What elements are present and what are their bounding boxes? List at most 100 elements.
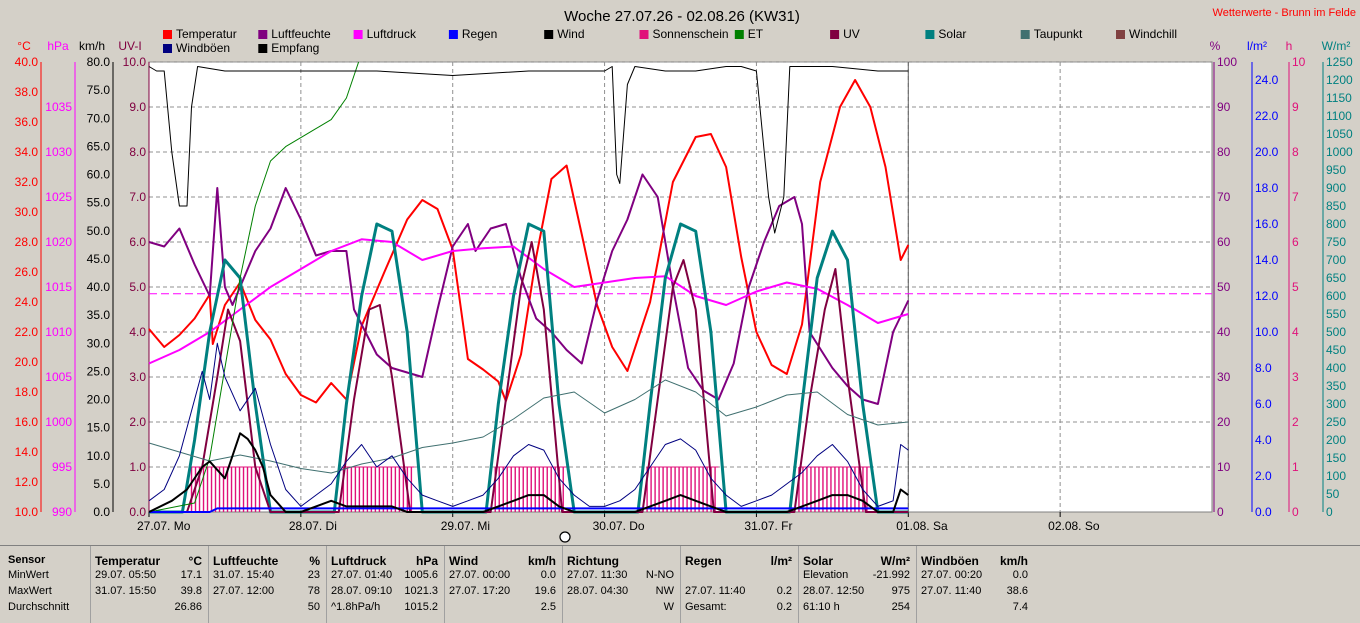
tick-temp-13: 14.0: [15, 445, 39, 459]
tick-rain-3: 18.0: [1255, 181, 1279, 195]
tick-wind-13: 15.0: [87, 421, 111, 435]
axis-label-hours: h: [1286, 39, 1293, 53]
tick-uv-7: 3.0: [129, 370, 146, 384]
legend-swatch-2: [353, 30, 363, 39]
cell-time: 31.07. 15:50: [95, 585, 157, 597]
legend-label-1: Luftfeuchte: [271, 27, 331, 41]
tick-pct-8: 20: [1217, 415, 1231, 429]
tick-solar-7: 900: [1326, 181, 1346, 195]
axis-label-temp: °C: [17, 39, 31, 53]
tick-wind-15: 5.0: [93, 477, 110, 491]
tick-hours-9: 1: [1292, 460, 1299, 474]
legend-swatch-6: [734, 30, 744, 39]
tick-temp-11: 18.0: [15, 385, 39, 399]
tick-rain-10: 4.0: [1255, 433, 1272, 447]
tick-solar-14: 550: [1326, 307, 1346, 321]
tick-wind-9: 35.0: [87, 308, 111, 322]
tick-wind-5: 55.0: [87, 196, 111, 210]
tick-hpa-5: 1010: [45, 325, 72, 339]
x-tick-label-2: 29.07. Mi: [441, 519, 490, 533]
legend-swatch-5: [639, 30, 649, 39]
series-taupunkt: [148, 379, 909, 474]
tick-rain-9: 6.0: [1255, 397, 1272, 411]
tick-temp-7: 26.0: [15, 265, 39, 279]
tick-rain-12: 0.0: [1255, 505, 1272, 519]
cell-time: ^1.8hPa/h: [331, 601, 381, 613]
tick-solar-9: 800: [1326, 217, 1346, 231]
row-label-1: MinWert: [8, 569, 49, 581]
cell-value: 1015.2: [404, 601, 438, 613]
tick-rain-7: 10.0: [1255, 325, 1279, 339]
legend-swatch-7: [830, 30, 840, 39]
tick-temp-12: 16.0: [15, 415, 39, 429]
x-tick-label-1: 28.07. Di: [289, 519, 337, 533]
tick-solar-17: 400: [1326, 361, 1346, 375]
tick-uv-1: 9.0: [129, 100, 146, 114]
cell-time: 27.07. 17:20: [449, 585, 511, 597]
series-windb-en: [148, 342, 909, 507]
tick-solar-5: 1000: [1326, 145, 1353, 159]
tick-solar-15: 500: [1326, 325, 1346, 339]
axis-label-wind: km/h: [79, 39, 105, 53]
series-luftfeuchte: [148, 173, 910, 405]
axis-label-hpa: hPa: [47, 39, 69, 53]
legend-swatch-9: [1020, 30, 1030, 39]
tick-hpa-7: 1000: [45, 415, 72, 429]
table-column-5: Regen l/m² 27.07. 11:40 0.2 Gesamt: 0.2: [680, 546, 798, 623]
chart-title: Woche 27.07.26 - 02.08.26 (KW31): [564, 8, 800, 25]
column-unit: W/m²: [880, 554, 910, 568]
tick-temp-2: 36.0: [15, 115, 39, 129]
cell-time: 27.07. 12:00: [213, 585, 275, 597]
tick-solar-21: 200: [1326, 433, 1346, 447]
cell-value: 39.8: [180, 585, 202, 597]
stats-table: Sensor MinWert MaxWert Durchschnitt Temperat…: [0, 545, 1360, 623]
cell-value: 78: [307, 585, 320, 597]
tick-solar-10: 750: [1326, 235, 1346, 249]
tick-temp-8: 24.0: [15, 295, 39, 309]
column-header: Wind: [449, 554, 479, 568]
cell-time: 28.07. 12:50: [803, 585, 865, 597]
legend-swatch-12: [258, 44, 268, 53]
legend-label-11: Windböen: [176, 41, 230, 55]
legend-swatch-8: [925, 30, 935, 39]
tick-wind-7: 45.0: [87, 252, 111, 266]
tick-uv-8: 2.0: [129, 415, 146, 429]
tick-hours-8: 2: [1292, 415, 1299, 429]
table-column-7: Windböen km/h 27.07. 00:20 0.0 27.07. 11:40 3…: [916, 546, 1034, 623]
tick-temp-4: 32.0: [15, 175, 39, 189]
tick-hpa-3: 1020: [45, 235, 72, 249]
tick-uv-9: 1.0: [129, 460, 146, 474]
tick-solar-23: 100: [1326, 469, 1346, 483]
cell-value: 1021.3: [404, 585, 438, 597]
tick-wind-6: 50.0: [87, 224, 111, 238]
cell-value: 23: [307, 569, 320, 581]
tick-wind-11: 25.0: [87, 364, 111, 378]
legend-label-6: ET: [748, 27, 764, 41]
tick-uv-3: 7.0: [129, 190, 146, 204]
cell-time: 27.07. 00:20: [921, 569, 983, 581]
tick-solar-2: 1150: [1326, 91, 1352, 105]
series-et: [148, 61, 360, 513]
series-wind: [148, 432, 909, 513]
cell-time: 31.07. 15:40: [213, 569, 275, 581]
tick-hours-0: 10: [1292, 55, 1306, 69]
table-column-1: Luftfeuchte% 31.07. 15:40 23 27.07. 12:00 78…: [208, 546, 326, 623]
tick-temp-5: 30.0: [15, 205, 39, 219]
table-column-6: Solar W/m² Elevation -21.992 28.07. 12:50 975…: [798, 546, 916, 623]
tick-hpa-0: 1035: [45, 100, 72, 114]
tick-hpa-8: 995: [52, 460, 72, 474]
cell-value: 0.0: [540, 569, 556, 581]
column-header: Richtung: [567, 554, 619, 568]
tick-hpa-9: 990: [52, 505, 72, 519]
tick-rain-8: 8.0: [1255, 361, 1272, 375]
time-cursor: [559, 531, 571, 543]
tick-uv-0: 10.0: [123, 55, 147, 69]
cell-time: 61:10 h: [803, 601, 840, 613]
tick-solar-16: 450: [1326, 343, 1346, 357]
tick-wind-3: 65.0: [87, 139, 111, 153]
column-header: Luftdruck: [331, 554, 387, 568]
legend-label-5: Sonnenschein: [653, 27, 729, 41]
x-tick-label-6: 02.08. So: [1048, 519, 1100, 533]
legend-label-4: Wind: [557, 27, 584, 41]
legend-swatch-11: [163, 44, 172, 53]
